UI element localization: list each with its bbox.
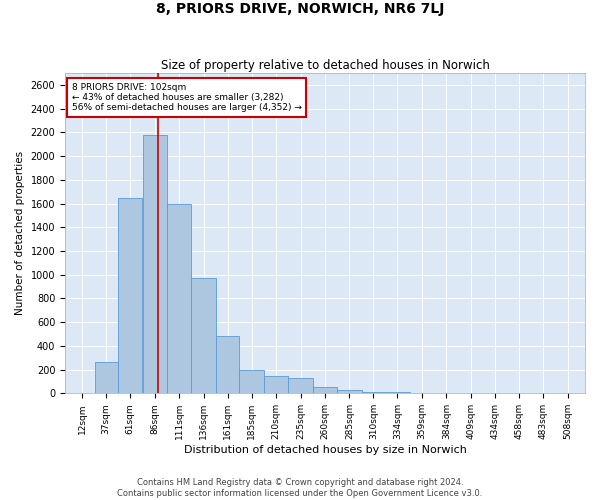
- Bar: [385, 392, 410, 394]
- Title: Size of property relative to detached houses in Norwich: Size of property relative to detached ho…: [161, 59, 490, 72]
- Bar: [118, 198, 142, 394]
- Bar: [70, 393, 94, 394]
- Bar: [289, 378, 313, 394]
- Text: 8 PRIORS DRIVE: 102sqm
← 43% of detached houses are smaller (3,282)
56% of semi-: 8 PRIORS DRIVE: 102sqm ← 43% of detached…: [72, 82, 302, 112]
- Bar: [143, 136, 167, 394]
- Y-axis label: Number of detached properties: Number of detached properties: [15, 151, 25, 316]
- X-axis label: Distribution of detached houses by size in Norwich: Distribution of detached houses by size …: [184, 445, 466, 455]
- Bar: [264, 376, 288, 394]
- Bar: [337, 390, 362, 394]
- Bar: [410, 393, 434, 394]
- Text: 8, PRIORS DRIVE, NORWICH, NR6 7LJ: 8, PRIORS DRIVE, NORWICH, NR6 7LJ: [156, 2, 444, 16]
- Bar: [95, 362, 118, 394]
- Text: Contains HM Land Registry data © Crown copyright and database right 2024.
Contai: Contains HM Land Registry data © Crown c…: [118, 478, 482, 498]
- Bar: [434, 393, 458, 394]
- Bar: [239, 370, 263, 394]
- Bar: [216, 336, 239, 394]
- Bar: [191, 278, 216, 394]
- Bar: [362, 392, 385, 394]
- Bar: [167, 204, 191, 394]
- Bar: [313, 388, 337, 394]
